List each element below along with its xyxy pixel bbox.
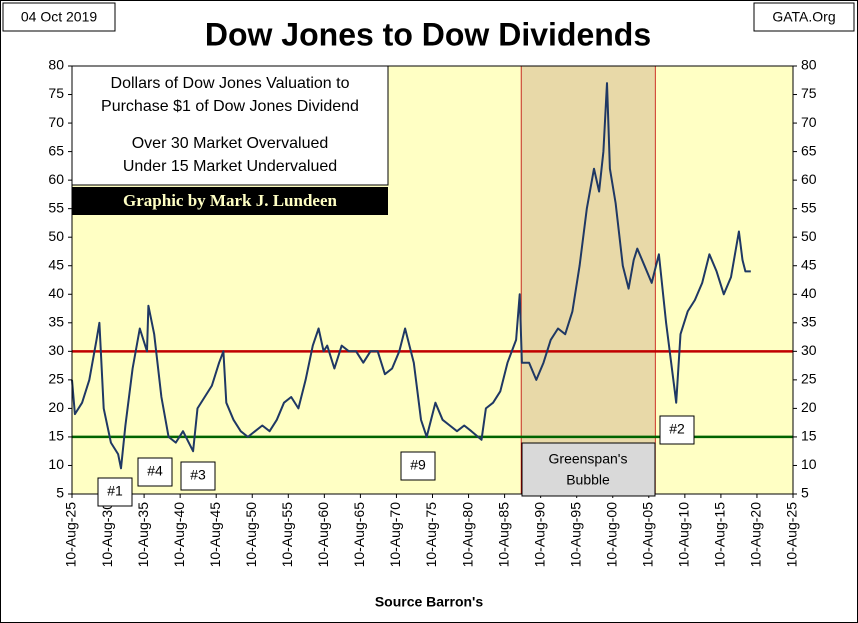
y-tick-label: 75 bbox=[48, 85, 64, 101]
info-line: Purchase $1 of Dow Jones Dividend bbox=[101, 98, 359, 115]
y-tick-label: 35 bbox=[48, 314, 64, 330]
y-tick-label: 20 bbox=[48, 399, 64, 415]
y2-tick-label: 30 bbox=[801, 342, 817, 358]
x-tick-label: 10-Aug-05 bbox=[640, 502, 656, 568]
x-tick-label: 10-Aug-60 bbox=[315, 502, 331, 568]
y-tick-label: 60 bbox=[48, 171, 64, 187]
y2-tick-label: 35 bbox=[801, 314, 817, 330]
y2-tick-label: 40 bbox=[801, 285, 817, 301]
info-line: Over 30 Market Overvalued bbox=[132, 135, 329, 152]
credit-box bbox=[72, 187, 388, 215]
x-tick-label: 10-Aug-55 bbox=[279, 502, 295, 568]
annotation-box bbox=[97, 477, 133, 507]
y-tick-label: 80 bbox=[48, 57, 64, 73]
y-tick-label: 10 bbox=[48, 456, 64, 472]
y-tick-label: 55 bbox=[48, 199, 64, 215]
x-tick-label: 10-Aug-40 bbox=[171, 502, 187, 568]
y2-tick-label: 60 bbox=[801, 171, 817, 187]
y-tick-label: 40 bbox=[48, 285, 64, 301]
x-tick-label: 10-Aug-65 bbox=[351, 502, 367, 568]
credit-label: Graphic by Mark J. Lundeen bbox=[123, 191, 337, 210]
y2-tick-label: 25 bbox=[801, 371, 817, 387]
x-axis-label: Source Barron's bbox=[375, 594, 484, 610]
y2-tick-label: 70 bbox=[801, 114, 817, 130]
x-tick-label: 10-Aug-00 bbox=[603, 502, 619, 568]
info-line: Under 15 Market Undervalued bbox=[123, 158, 337, 175]
y2-tick-label: 15 bbox=[801, 428, 817, 444]
y-tick-label: 15 bbox=[48, 428, 64, 444]
shaded-region bbox=[520, 65, 656, 495]
x-tick-label: 10-Aug-25 bbox=[784, 502, 800, 568]
y2-tick-label: 80 bbox=[801, 57, 817, 73]
date-box bbox=[2, 2, 116, 32]
x-tick-label: 10-Aug-95 bbox=[567, 502, 583, 568]
date-label: 04 Oct 2019 bbox=[21, 9, 97, 25]
y2-tick-label: 55 bbox=[801, 199, 817, 215]
x-tick-label: 10-Aug-15 bbox=[712, 502, 728, 568]
y2-tick-label: 50 bbox=[801, 228, 817, 244]
x-tick-label: 10-Aug-85 bbox=[495, 502, 511, 568]
annotation: #9 bbox=[410, 457, 426, 473]
info-line: Dollars of Dow Jones Valuation to bbox=[111, 75, 350, 92]
annotation-box bbox=[400, 451, 436, 481]
info-box bbox=[71, 65, 389, 186]
annotation-box bbox=[180, 461, 216, 491]
site-box bbox=[753, 2, 855, 32]
x-tick-label: 10-Aug-75 bbox=[423, 502, 439, 568]
x-tick-label: 10-Aug-80 bbox=[459, 502, 475, 568]
y2-tick-label: 10 bbox=[801, 456, 817, 472]
x-tick-label: 10-Aug-70 bbox=[387, 502, 403, 568]
x-tick-label: 10-Aug-30 bbox=[99, 502, 115, 568]
x-tick-label: 10-Aug-35 bbox=[135, 502, 151, 568]
plot-border bbox=[71, 65, 794, 495]
y-tick-label: 25 bbox=[48, 371, 64, 387]
annotation: #2 bbox=[669, 421, 685, 437]
chart-title: Dow Jones to Dow Dividends bbox=[205, 16, 651, 52]
y2-tick-label: 45 bbox=[801, 256, 817, 272]
bubble-label-box bbox=[521, 442, 656, 497]
data-line bbox=[71, 82, 751, 470]
x-tick-label: 10-Aug-25 bbox=[63, 502, 79, 568]
x-tick-label: 10-Aug-45 bbox=[207, 502, 223, 568]
annotation: #3 bbox=[190, 467, 206, 483]
annotation: #4 bbox=[147, 463, 163, 479]
bubble-label: Greenspan's bbox=[549, 451, 628, 467]
site-label: GATA.Org bbox=[772, 9, 835, 25]
annotation-box bbox=[659, 415, 695, 445]
y-tick-label: 45 bbox=[48, 256, 64, 272]
y-tick-label: 65 bbox=[48, 142, 64, 158]
x-tick-label: 10-Aug-90 bbox=[531, 502, 547, 568]
annotation: #1 bbox=[107, 483, 123, 499]
x-tick-label: 10-Aug-50 bbox=[243, 502, 259, 568]
y-tick-label: 50 bbox=[48, 228, 64, 244]
y2-tick-label: 20 bbox=[801, 399, 817, 415]
x-tick-label: 10-Aug-10 bbox=[676, 502, 692, 568]
bubble-label: Bubble bbox=[566, 472, 610, 488]
x-tick-label: 10-Aug-20 bbox=[748, 502, 764, 568]
y-tick-label: 30 bbox=[48, 342, 64, 358]
y2-tick-label: 75 bbox=[801, 85, 817, 101]
annotation-box bbox=[137, 457, 173, 487]
y-tick-label: 70 bbox=[48, 114, 64, 130]
y-tick-label: 5 bbox=[56, 485, 64, 501]
y2-tick-label: 65 bbox=[801, 142, 817, 158]
y2-tick-label: 5 bbox=[801, 485, 809, 501]
